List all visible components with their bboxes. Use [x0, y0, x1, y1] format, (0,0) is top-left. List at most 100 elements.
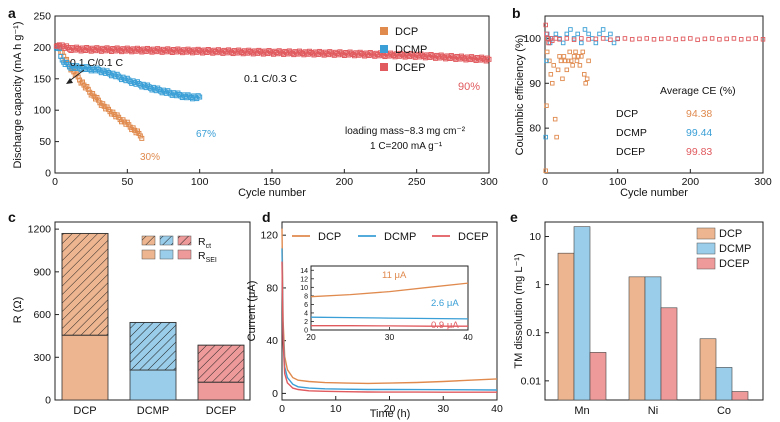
x-tick-label-b-0: 0	[542, 176, 548, 188]
x-tick-label-b-100: 100	[609, 176, 627, 188]
series-line-d-dcep	[281, 261, 497, 393]
bar-mn-dcp	[557, 252, 575, 401]
panel-e: e 0.01 0.1 1 10 Mn Ni Co TM dissolution (mg L…	[510, 209, 764, 417]
bar-mn-dcmp	[573, 226, 591, 401]
data-point-a-dcmp	[195, 93, 201, 99]
ce-table-value-dcp: 94.38	[686, 108, 712, 120]
data-point-b-dcp	[558, 58, 564, 64]
x-tick-label-d-40: 40	[491, 403, 503, 415]
legend-label-rct-sub: ct	[206, 243, 212, 250]
bar-co-dcmp	[715, 367, 733, 401]
legend-swatch-dcmp-a	[380, 45, 388, 53]
data-point-a-dcp	[88, 92, 94, 98]
data-point-b-dcep	[666, 36, 671, 41]
data-point-b-dcmp	[543, 134, 548, 140]
data-point-b-dcp	[579, 54, 584, 59]
legend-hatch-rct-dcp	[142, 236, 155, 245]
panel-a: a 0 50 100 150 200 250 300 0 50 100 150 200 250 Cycl…	[8, 5, 498, 199]
ce-table: Average CE (%) DCP 94.38 DCMP 99.44 DCEP…	[616, 85, 736, 158]
x-tick-label-b-200: 200	[682, 176, 700, 188]
bar-ni-dcep	[660, 307, 678, 401]
bar-co-dcep	[731, 391, 749, 401]
y-tick-label-e-1: 1	[535, 279, 541, 291]
data-point-b-dcp	[550, 81, 555, 86]
data-point-b-dcmp	[571, 36, 577, 41]
legend-swatch-dcep-e	[696, 257, 716, 270]
legend-e: DCP DCMP DCEP	[696, 227, 751, 270]
inset-y-tick-label-10: 10	[300, 285, 308, 292]
y-tick-label-c-0: 0	[45, 395, 51, 407]
data-point-b-dcep	[753, 36, 758, 41]
annotation-arrowhead	[66, 78, 73, 84]
inset-label-dcp: 11 μA	[382, 270, 407, 281]
legend-label-dcep-e: DCEP	[719, 258, 750, 270]
data-point-a-dcmp	[74, 63, 80, 69]
data-point-b-dcp	[555, 67, 561, 73]
y-tick-label-b-80: 80	[529, 123, 541, 135]
data-point-b-dcp	[574, 58, 580, 64]
data-point-b-dcp	[543, 168, 548, 174]
data-point-b-dcp	[563, 58, 568, 64]
data-point-a-dcp	[139, 135, 145, 141]
data-point-b-dcp	[576, 54, 581, 59]
retention-label-dcep: 90%	[458, 81, 480, 93]
annotation-loading-mass: loading mass~8.3 mg cm⁻²	[345, 126, 466, 137]
bar-rct-hatch-dcmp	[129, 321, 177, 371]
data-point-b-dcp	[577, 63, 583, 68]
data-point-a-dcp	[94, 94, 100, 100]
bars-e: Mn Ni Co	[557, 226, 749, 417]
data-point-b-dcp	[548, 72, 554, 77]
y-tick-label-a-0: 0	[45, 168, 51, 180]
legend-label-dcep-a: DCEP	[395, 62, 426, 74]
data-point-b-dcep	[629, 37, 635, 42]
inset-y-tick-label-0: 0	[304, 328, 308, 335]
legend-label-dcmp-a: DCMP	[395, 44, 427, 56]
data-point-b-dcep	[673, 37, 679, 42]
data-point-b-dcp	[554, 134, 559, 140]
inset-x-tick-label-40: 40	[463, 332, 473, 342]
panel-b: b 0 100 200 300 80 90 100 Cycle number Coulomb…	[512, 5, 772, 199]
data-point-b-dcp	[564, 67, 570, 73]
legend-label-rct-main: R	[198, 236, 206, 248]
legend-label-dcep-d: DCEP	[458, 231, 489, 243]
ce-table-title: Average CE (%)	[660, 85, 736, 97]
y-tick-label-a-250: 250	[33, 11, 51, 23]
data-point-b-dcp	[566, 58, 571, 64]
data-point-b-dcp	[573, 49, 578, 55]
y-tick-label-c-300: 300	[33, 352, 51, 364]
data-point-b-dcmp	[611, 40, 617, 46]
category-label-ni: Ni	[648, 405, 658, 417]
data-point-a-dcp	[91, 93, 97, 99]
data-point-a-dcep	[448, 53, 454, 59]
x-tick-label-a-100: 100	[191, 176, 209, 188]
legend-label-dcp-a: DCP	[395, 26, 418, 38]
legend-label-rsei: RSEI	[198, 250, 217, 264]
ce-table-name-dcmp: DCMP	[616, 127, 647, 139]
data-point-b-dcp	[547, 58, 552, 64]
panel-label-a: a	[8, 5, 16, 21]
x-tick-label-d-0: 0	[279, 403, 285, 415]
data-point-b-dcmp	[553, 31, 559, 37]
category-label-mn: Mn	[574, 405, 589, 417]
data-point-a-dcp	[100, 101, 106, 107]
legend-swatch-dcp-a	[380, 27, 388, 35]
legend-swatch-dcep-a	[380, 63, 388, 71]
data-point-b-dcp	[571, 54, 577, 59]
y-tick-label-d-120: 120	[260, 230, 278, 242]
data-point-b-dcmp	[604, 36, 610, 41]
inset-y-tick-label-8: 8	[304, 293, 308, 300]
data-point-b-dcep	[586, 37, 591, 42]
data-point-b-dcep	[760, 37, 766, 42]
data-point-a-dcep	[479, 54, 485, 60]
data-point-a-dcp	[93, 96, 99, 102]
inset-y-tick-label-2: 2	[304, 319, 308, 326]
data-point-b-dcep	[543, 22, 548, 28]
inset-y-tick-label-14: 14	[300, 268, 308, 275]
annotation-c-rate-definition: 1 C=200 mA g⁻¹	[370, 141, 443, 152]
data-point-b-dcep	[571, 37, 577, 43]
data-point-b-dcep	[738, 37, 744, 42]
retention-label-dcmp: 67%	[196, 129, 216, 140]
data-point-b-dcmp	[593, 40, 599, 46]
